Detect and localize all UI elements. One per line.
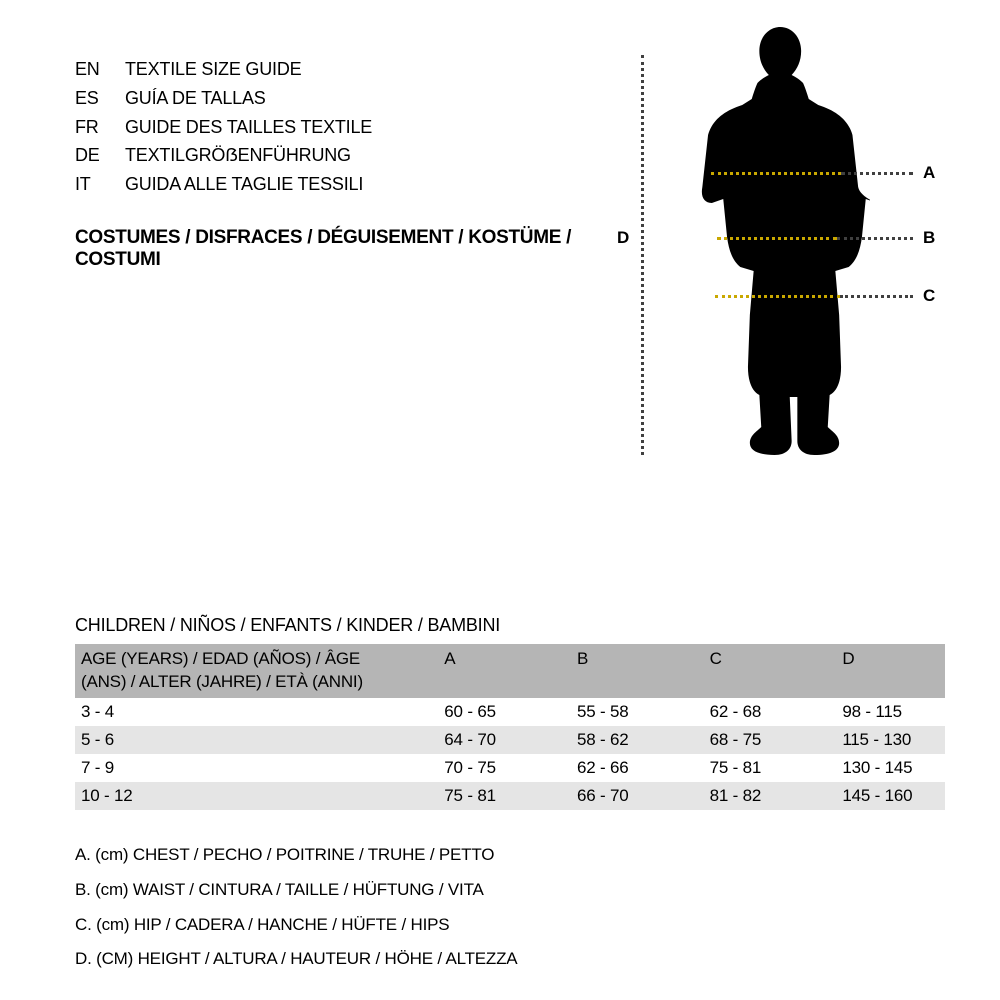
table-row: 3 - 4 60 - 65 55 - 58 62 - 68 98 - 115 — [75, 698, 945, 726]
table-row: 7 - 9 70 - 75 62 - 66 75 - 81 130 - 145 — [75, 754, 945, 782]
cell-age: 7 - 9 — [75, 754, 414, 782]
lang-text: GUIDE DES TAILLES TEXTILE — [125, 113, 372, 142]
extension-a — [841, 172, 913, 175]
lang-code: EN — [75, 55, 103, 84]
label-c: C — [923, 286, 935, 306]
lang-row: ES GUÍA DE TALLAS — [75, 84, 615, 113]
cell-c: 68 - 75 — [680, 726, 813, 754]
lang-row: FR GUIDE DES TAILLES TEXTILE — [75, 113, 615, 142]
figure-wrap: A B C D — [645, 55, 945, 475]
lang-text: TEXTILGRÖẞENFÜHRUNG — [125, 141, 351, 170]
lang-code: DE — [75, 141, 103, 170]
hip-line — [715, 295, 840, 298]
extension-b — [837, 237, 913, 240]
legend-line: B. (cm) WAIST / CINTURA / TAILLE / HÜFTU… — [75, 873, 945, 908]
lang-row: DE TEXTILGRÖẞENFÜHRUNG — [75, 141, 615, 170]
waist-line — [717, 237, 837, 240]
chest-line — [711, 172, 841, 175]
table-row: 10 - 12 75 - 81 66 - 70 81 - 82 145 - 16… — [75, 782, 945, 810]
cell-b: 55 - 58 — [547, 698, 680, 726]
cell-b: 66 - 70 — [547, 782, 680, 810]
height-line — [641, 55, 644, 455]
top-section: EN TEXTILE SIZE GUIDE ES GUÍA DE TALLAS … — [75, 55, 945, 475]
table-body: 3 - 4 60 - 65 55 - 58 62 - 68 98 - 115 5… — [75, 698, 945, 810]
lang-text: GUIDA ALLE TAGLIE TESSILI — [125, 170, 363, 199]
header-c: C — [680, 644, 813, 698]
header-age: AGE (YEARS) / EDAD (AÑOS) / ÂGE (ANS) / … — [75, 644, 414, 698]
legend-line: C. (cm) HIP / CADERA / HANCHE / HÜFTE / … — [75, 908, 945, 943]
cell-age: 5 - 6 — [75, 726, 414, 754]
cell-a: 75 - 81 — [414, 782, 547, 810]
label-b: B — [923, 228, 935, 248]
legend-line: D. (CM) HEIGHT / ALTURA / HAUTEUR / HÖHE… — [75, 942, 945, 977]
lang-text: TEXTILE SIZE GUIDE — [125, 55, 301, 84]
cell-d: 130 - 145 — [812, 754, 945, 782]
lang-row: IT GUIDA ALLE TAGLIE TESSILI — [75, 170, 615, 199]
table-row: 5 - 6 64 - 70 58 - 62 68 - 75 115 - 130 — [75, 726, 945, 754]
language-list: EN TEXTILE SIZE GUIDE ES GUÍA DE TALLAS … — [75, 55, 615, 199]
cell-b: 62 - 66 — [547, 754, 680, 782]
lang-text: GUÍA DE TALLAS — [125, 84, 266, 113]
cell-b: 58 - 62 — [547, 726, 680, 754]
cell-a: 70 - 75 — [414, 754, 547, 782]
child-silhouette-icon — [690, 27, 870, 457]
lang-code: IT — [75, 170, 103, 199]
table-section-title: CHILDREN / NIÑOS / ENFANTS / KINDER / BA… — [75, 615, 945, 636]
legend-line: A. (cm) CHEST / PECHO / POITRINE / TRUHE… — [75, 838, 945, 873]
label-a: A — [923, 163, 935, 183]
cell-age: 3 - 4 — [75, 698, 414, 726]
cell-d: 115 - 130 — [812, 726, 945, 754]
cell-d: 145 - 160 — [812, 782, 945, 810]
lang-code: FR — [75, 113, 103, 142]
extension-c — [840, 295, 913, 298]
cell-c: 75 - 81 — [680, 754, 813, 782]
header-b: B — [547, 644, 680, 698]
lang-row: EN TEXTILE SIZE GUIDE — [75, 55, 615, 84]
cell-age: 10 - 12 — [75, 782, 414, 810]
category-title: COSTUMES / DISFRACES / DÉGUISEMENT / KOS… — [75, 227, 615, 271]
cell-a: 60 - 65 — [414, 698, 547, 726]
size-table: AGE (YEARS) / EDAD (AÑOS) / ÂGE (ANS) / … — [75, 644, 945, 810]
legend: A. (cm) CHEST / PECHO / POITRINE / TRUHE… — [75, 838, 945, 977]
text-block: EN TEXTILE SIZE GUIDE ES GUÍA DE TALLAS … — [75, 55, 615, 271]
header-d: D — [812, 644, 945, 698]
lang-code: ES — [75, 84, 103, 113]
cell-c: 81 - 82 — [680, 782, 813, 810]
header-a: A — [414, 644, 547, 698]
label-d: D — [617, 228, 629, 248]
cell-a: 64 - 70 — [414, 726, 547, 754]
cell-d: 98 - 115 — [812, 698, 945, 726]
table-header-row: AGE (YEARS) / EDAD (AÑOS) / ÂGE (ANS) / … — [75, 644, 945, 698]
cell-c: 62 - 68 — [680, 698, 813, 726]
